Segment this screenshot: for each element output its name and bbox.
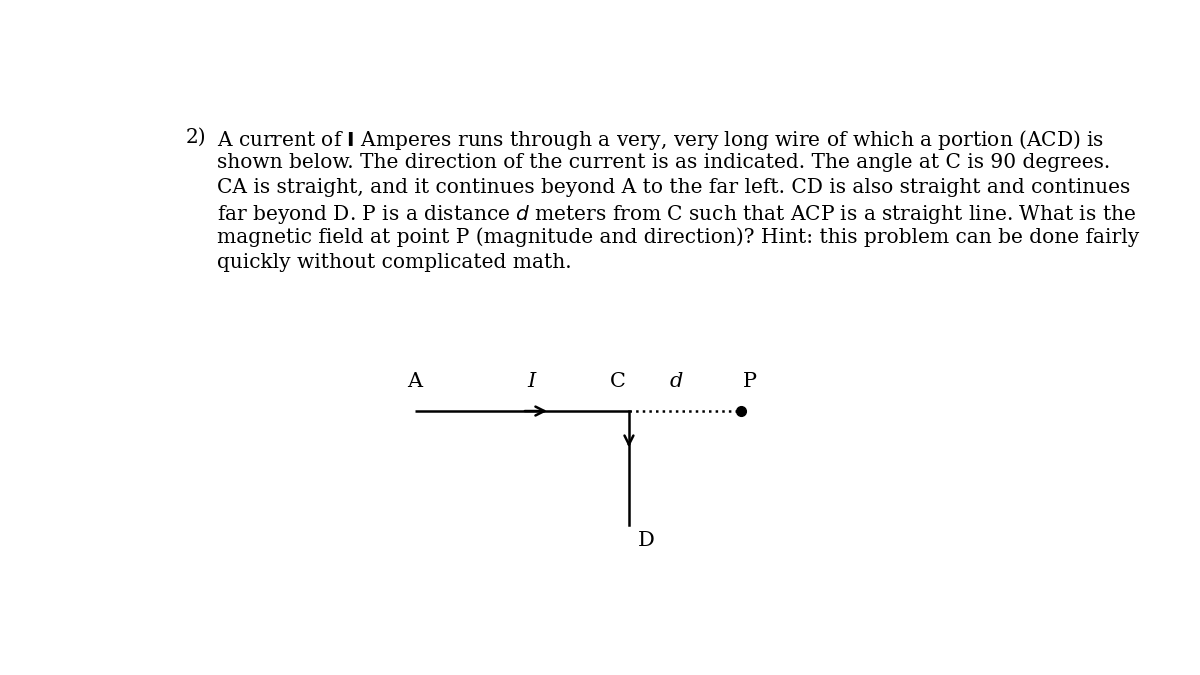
Text: magnetic field at point P (magnitude and direction)? Hint: this problem can be d: magnetic field at point P (magnitude and… bbox=[217, 227, 1139, 247]
Text: far beyond D. P is a distance $d$ meters from C such that ACP is a straight line: far beyond D. P is a distance $d$ meters… bbox=[217, 202, 1136, 225]
Text: 2): 2) bbox=[185, 128, 206, 146]
Text: P: P bbox=[743, 373, 757, 391]
Text: C: C bbox=[610, 373, 625, 391]
Text: I: I bbox=[527, 373, 535, 391]
Text: shown below. The direction of the current is as indicated. The angle at C is 90 : shown below. The direction of the curren… bbox=[217, 153, 1110, 171]
Text: A: A bbox=[408, 373, 422, 391]
Text: d: d bbox=[670, 373, 683, 391]
Text: D: D bbox=[638, 531, 655, 549]
Text: CA is straight, and it continues beyond A to the far left. CD is also straight a: CA is straight, and it continues beyond … bbox=[217, 178, 1130, 196]
Text: quickly without complicated math.: quickly without complicated math. bbox=[217, 252, 571, 271]
Text: A current of $\mathbf{I}$ Amperes runs through a very, very long wire of which a: A current of $\mathbf{I}$ Amperes runs t… bbox=[217, 128, 1104, 152]
